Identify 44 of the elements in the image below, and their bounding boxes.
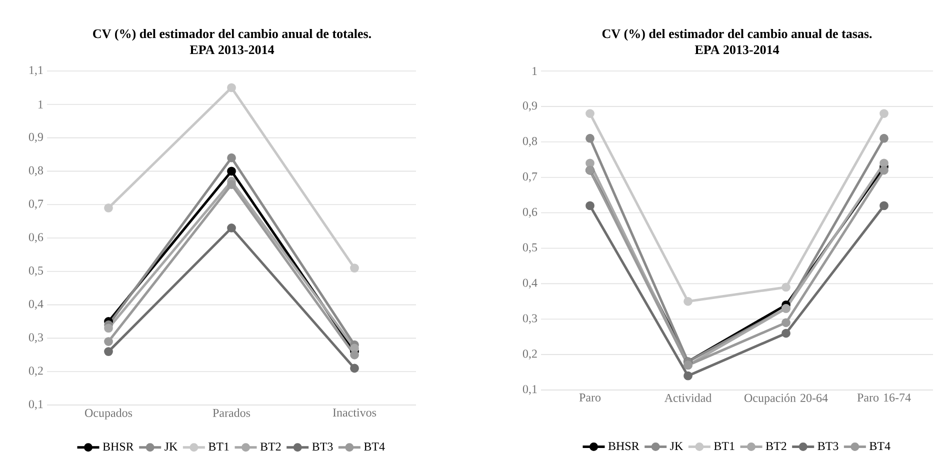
- y-tick-label: 1: [38, 100, 43, 108]
- legend-label: BT4: [364, 442, 385, 451]
- x-tick-label: Paro: [579, 394, 601, 402]
- y-tick-label: 1,1: [30, 66, 43, 76]
- x-tick-label: Ocupación 20-64: [744, 394, 828, 404]
- legend-label: BT1: [208, 442, 229, 451]
- y-tick-label: 0,8: [522, 136, 538, 147]
- y-tick-label: 0,8: [28, 166, 44, 176]
- chart-title: CV (%) del estimador del cambio anual de tasas.: [602, 28, 872, 41]
- y-tick-label: 0,1: [28, 400, 43, 410]
- x-tick-label: Paro 16-74: [857, 394, 911, 402]
- y-tick-label: 0,9: [522, 102, 537, 112]
- y-tick-label: 1: [532, 67, 537, 75]
- y-tick-label: 0,3: [28, 333, 44, 344]
- legend-label: BT2: [766, 442, 786, 450]
- y-tick-label: 0,2: [28, 366, 43, 377]
- y-tick-label: 0,5: [522, 243, 538, 254]
- legend-label: BHSR: [608, 442, 640, 450]
- legend-label: BT2: [260, 442, 281, 451]
- chart-subtitle: EPA 2013-2014: [190, 45, 274, 54]
- x-tick-label: Parados: [212, 408, 250, 417]
- legend-label: BT3: [818, 442, 838, 450]
- y-tick-label: 0,4: [522, 278, 538, 289]
- y-tick-label: 0,3: [522, 314, 538, 324]
- legend-label: BT3: [312, 442, 333, 451]
- legend-label: BT4: [870, 442, 890, 450]
- y-tick-label: 0,7: [522, 172, 538, 182]
- legend-label: BHSR: [102, 442, 134, 451]
- y-tick-label: 0,6: [522, 208, 538, 218]
- y-tick-label: 0,5: [28, 266, 44, 276]
- x-tick-label: Actividad: [664, 394, 712, 402]
- x-tick-label: Inactivos: [332, 408, 376, 417]
- y-tick-label: 0,4: [28, 300, 44, 310]
- x-tick-label: Ocupados: [84, 408, 132, 420]
- chart-title: CV (%) del estimador del cambio anual de totales.: [93, 28, 371, 41]
- chart-subtitle: EPA 2013-2014: [694, 45, 780, 54]
- y-tick-label: 0,6: [28, 233, 44, 243]
- y-tick-label: 0,7: [28, 200, 44, 210]
- y-tick-label: 0,9: [28, 132, 43, 143]
- y-tick-label: 0,1: [522, 385, 537, 395]
- legend-label: BT1: [714, 442, 734, 450]
- legend-label: JK: [670, 442, 684, 450]
- legend-label: JK: [164, 442, 178, 451]
- y-tick-label: 0,2: [522, 350, 537, 360]
